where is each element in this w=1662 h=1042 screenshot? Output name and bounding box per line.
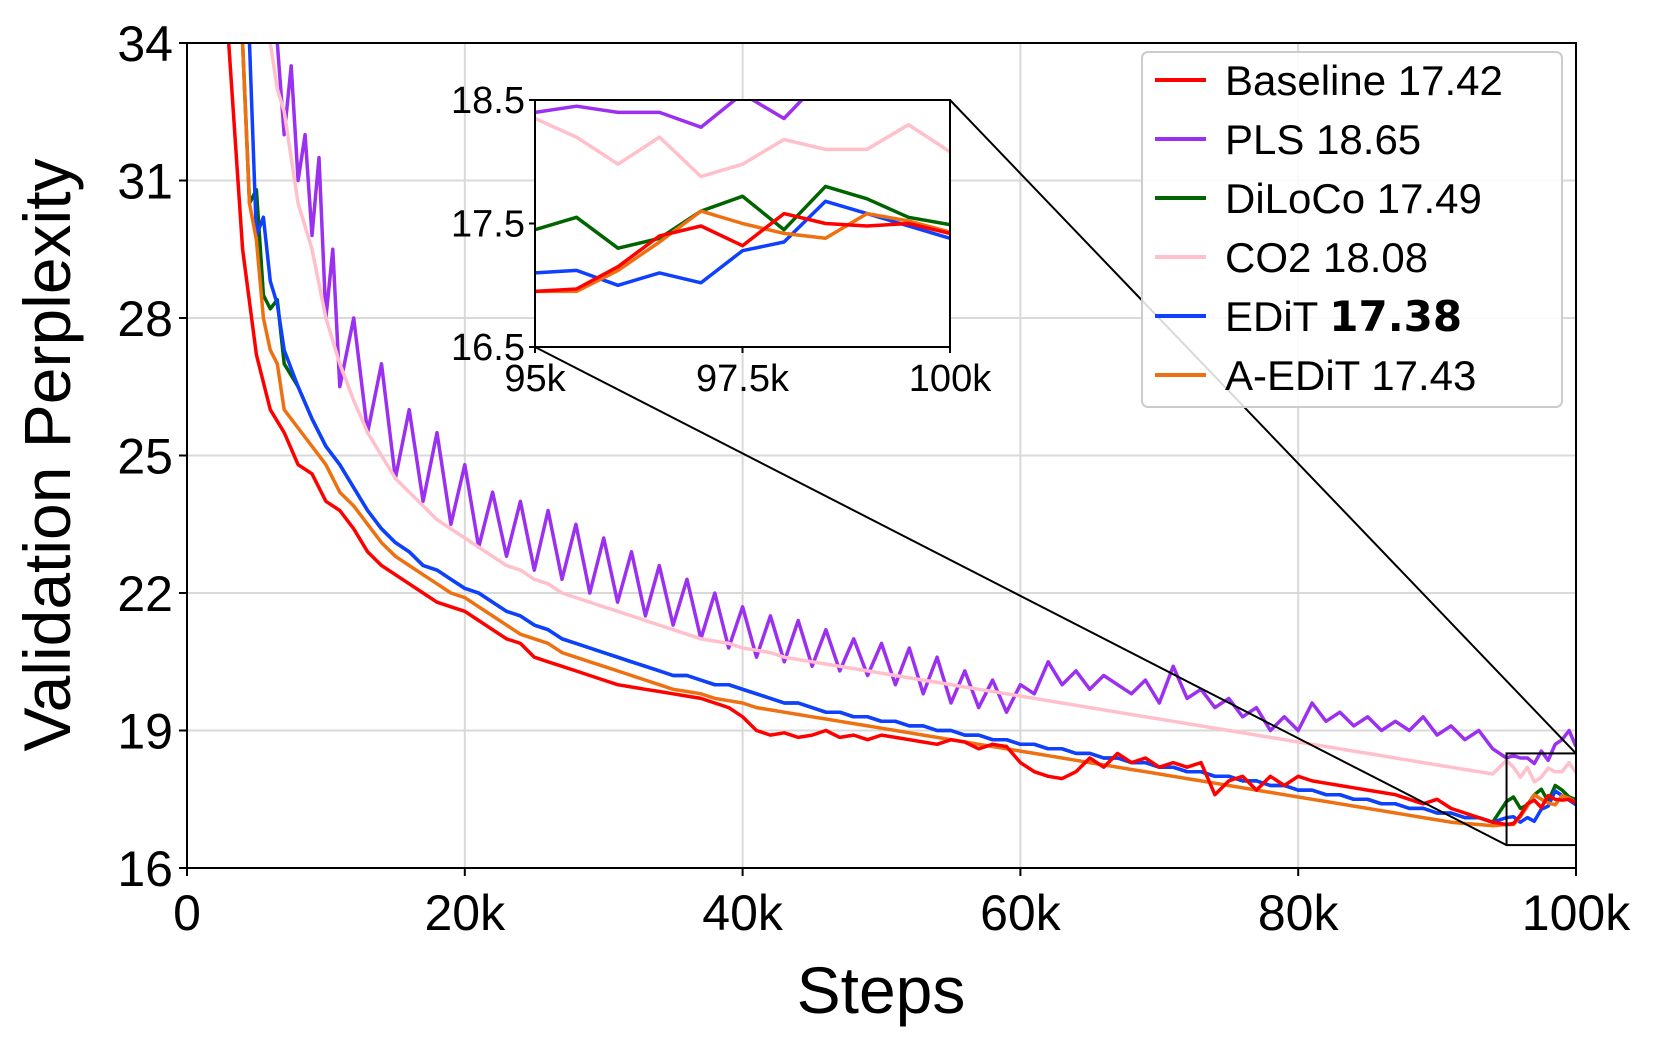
y-tick-label: 31 xyxy=(117,154,173,210)
zoom-connector-top xyxy=(949,99,1577,755)
inset-y-axis-ticks: 16.5 17.5 18.5 xyxy=(451,80,535,369)
x-tick-label: 100k xyxy=(1522,885,1631,941)
zoom-indicator xyxy=(534,99,1578,847)
legend-series-name: CO2 xyxy=(1225,234,1323,281)
inset-plot-lines xyxy=(535,100,950,294)
inset-series-line-baseline xyxy=(535,211,950,294)
legend-series-value: 17.49 xyxy=(1377,175,1482,222)
legend-series-name: PLS xyxy=(1225,116,1316,163)
legend-box xyxy=(1141,51,1563,408)
x-tick-label: 60k xyxy=(980,885,1062,941)
series-line-baseline xyxy=(226,43,1576,827)
legend: Baseline 17.42 PLS 18.65 DiLoCo 17.49 CO2 1… xyxy=(1141,51,1563,408)
inset-x-tick-label: 95k xyxy=(504,358,566,400)
legend-label-edit: EDiT 17.38 xyxy=(1225,292,1462,341)
legend-series-value: 17.43 xyxy=(1371,352,1476,399)
legend-series-name: DiLoCo xyxy=(1225,175,1377,222)
y-tick-label: 34 xyxy=(117,16,173,72)
x-tick-label: 40k xyxy=(702,885,784,941)
zoom-connector-bottom xyxy=(534,346,1508,846)
legend-series-value: 18.65 xyxy=(1316,116,1421,163)
main-plot-lines xyxy=(226,43,1576,828)
legend-series-name: A-EDiT xyxy=(1225,352,1371,399)
legend-label-diloco: DiLoCo 17.49 xyxy=(1225,175,1482,222)
inset-y-tick-label: 18.5 xyxy=(451,80,525,122)
inset-series-line-co2 xyxy=(535,116,950,179)
inset-x-axis-ticks: 95k 97.5k 100k xyxy=(504,347,992,400)
legend-series-name: Baseline xyxy=(1225,57,1398,104)
legend-series-value: 17.38 xyxy=(1329,292,1462,341)
legend-series-value: 18.08 xyxy=(1323,234,1428,281)
legend-label-co2: CO2 18.08 xyxy=(1225,234,1428,281)
y-axis-ticks: 16 19 22 25 28 31 34 xyxy=(117,16,187,897)
y-tick-label: 22 xyxy=(117,566,173,622)
x-axis-label: Steps xyxy=(797,953,966,1027)
inset-x-tick-label: 97.5k xyxy=(696,358,790,400)
y-axis-label: Validation Perplexity xyxy=(10,158,84,751)
y-tick-label: 16 xyxy=(117,841,173,897)
y-tick-label: 19 xyxy=(117,704,173,760)
legend-series-name: EDiT xyxy=(1225,293,1329,340)
inset-series-line-pls xyxy=(535,100,805,129)
y-tick-label: 25 xyxy=(117,429,173,485)
x-tick-label: 20k xyxy=(424,885,506,941)
y-tick-label: 28 xyxy=(117,291,173,347)
series-line-edit xyxy=(247,43,1576,824)
legend-label-pls: PLS 18.65 xyxy=(1225,116,1421,163)
x-tick-label: 0 xyxy=(173,885,201,941)
inset-y-tick-label: 16.5 xyxy=(451,327,525,369)
legend-label-a-edit: A-EDiT 17.43 xyxy=(1225,352,1476,399)
inset-x-tick-label: 100k xyxy=(909,358,992,400)
x-axis-ticks: 0 20k 40k 60k 80k 100k xyxy=(173,868,1631,941)
inset-y-tick-label: 17.5 xyxy=(451,204,525,246)
inset-series-line-diloco xyxy=(535,184,950,250)
series-line-pls xyxy=(275,43,1576,766)
inset-series-line-a-edit xyxy=(535,209,950,294)
series-line-a-edit xyxy=(240,43,1576,828)
legend-label-baseline: Baseline 17.42 xyxy=(1225,57,1503,104)
series-line-co2 xyxy=(268,43,1576,784)
x-tick-label: 80k xyxy=(1258,885,1340,941)
zoom-region-box xyxy=(1505,752,1578,847)
legend-series-value: 17.42 xyxy=(1398,57,1503,104)
